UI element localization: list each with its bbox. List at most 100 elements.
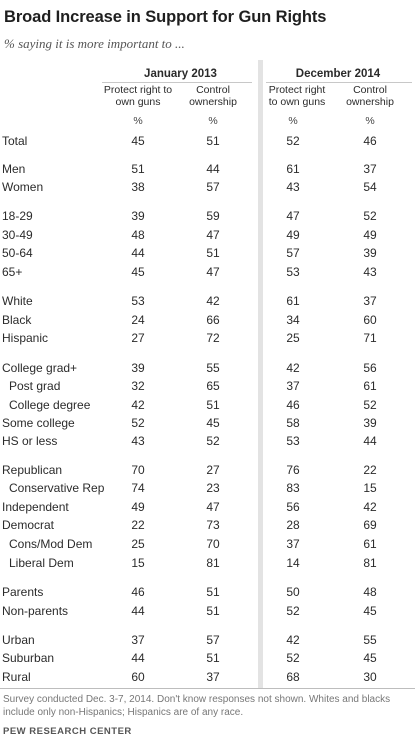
value-cell: 37 bbox=[286, 537, 300, 551]
value-cell: 57 bbox=[206, 180, 220, 194]
value-cell: 49 bbox=[363, 228, 377, 242]
value-cell: 52 bbox=[206, 434, 220, 448]
row-label: Rural bbox=[2, 670, 31, 684]
source-credit: PEW RESEARCH CENTER bbox=[3, 726, 132, 737]
value-cell: 52 bbox=[363, 209, 377, 223]
value-cell: 52 bbox=[286, 651, 300, 665]
value-cell: 54 bbox=[363, 180, 377, 194]
value-cell: 60 bbox=[131, 670, 145, 684]
row-label: Independent bbox=[2, 500, 69, 514]
value-cell: 22 bbox=[363, 463, 377, 477]
survey-note: Survey conducted Dec. 3-7, 2014. Don't k… bbox=[3, 694, 391, 718]
period-header-jan-2013: January 2013 bbox=[144, 68, 217, 80]
row-label: Non-parents bbox=[2, 604, 69, 618]
col-header-jan-control: Control ownership bbox=[178, 84, 248, 108]
row-label: 18-29 bbox=[2, 209, 33, 223]
table-row: Conservative Rep 74 23 83 15 bbox=[0, 481, 415, 499]
value-cell: 47 bbox=[206, 500, 220, 514]
value-cell: 24 bbox=[131, 313, 145, 327]
table-row: 50-64 44 51 57 39 bbox=[0, 246, 415, 264]
value-cell: 42 bbox=[206, 294, 220, 308]
value-cell: 42 bbox=[363, 500, 377, 514]
pct-marker: % bbox=[365, 115, 375, 127]
col-header-line: own guns bbox=[115, 96, 161, 108]
value-cell: 30 bbox=[363, 670, 377, 684]
value-cell: 66 bbox=[206, 313, 220, 327]
table-row: Republican 70 27 76 22 bbox=[0, 463, 415, 481]
value-cell: 25 bbox=[286, 331, 300, 345]
value-cell: 22 bbox=[131, 518, 145, 532]
value-cell: 61 bbox=[286, 162, 300, 176]
value-cell: 15 bbox=[131, 556, 145, 570]
table-row: 18-29 39 59 47 52 bbox=[0, 209, 415, 227]
value-cell: 46 bbox=[286, 398, 300, 412]
row-label: Urban bbox=[2, 633, 35, 647]
value-cell: 70 bbox=[206, 537, 220, 551]
row-label: 30-49 bbox=[2, 228, 33, 242]
row-label: White bbox=[2, 294, 33, 308]
table-row: Some college 52 45 58 39 bbox=[0, 416, 415, 434]
value-cell: 68 bbox=[286, 670, 300, 684]
value-cell: 72 bbox=[206, 331, 220, 345]
value-cell: 45 bbox=[131, 134, 145, 148]
value-cell: 47 bbox=[206, 265, 220, 279]
row-label: Men bbox=[2, 162, 26, 176]
value-cell: 47 bbox=[286, 209, 300, 223]
value-cell: 56 bbox=[286, 500, 300, 514]
value-cell: 43 bbox=[286, 180, 300, 194]
value-cell: 52 bbox=[286, 134, 300, 148]
row-label: Post grad bbox=[9, 379, 61, 393]
table-row: Black 24 66 34 60 bbox=[0, 313, 415, 331]
value-cell: 61 bbox=[363, 379, 377, 393]
value-cell: 15 bbox=[363, 481, 377, 495]
row-label: 50-64 bbox=[2, 246, 33, 260]
value-cell: 28 bbox=[286, 518, 300, 532]
table-row: Parents 46 51 50 48 bbox=[0, 585, 415, 603]
table-row: HS or less 43 52 53 44 bbox=[0, 434, 415, 452]
pct-marker: % bbox=[133, 115, 143, 127]
col-header-line: ownership bbox=[189, 96, 237, 108]
table-row: White 53 42 61 37 bbox=[0, 294, 415, 312]
table-row: 30-49 48 47 49 49 bbox=[0, 228, 415, 246]
value-cell: 44 bbox=[206, 162, 220, 176]
period-header-dec-2014: December 2014 bbox=[295, 68, 381, 80]
row-label: Conservative Rep bbox=[9, 481, 105, 495]
value-cell: 73 bbox=[206, 518, 220, 532]
value-cell: 60 bbox=[363, 313, 377, 327]
period-underline-1 bbox=[102, 82, 252, 83]
col-header-dec-protect: Protect right to own guns bbox=[262, 84, 332, 108]
value-cell: 51 bbox=[206, 651, 220, 665]
value-cell: 70 bbox=[131, 463, 145, 477]
table-row: Democrat 22 73 28 69 bbox=[0, 518, 415, 536]
col-header-line: Control bbox=[196, 84, 230, 96]
value-cell: 81 bbox=[206, 556, 220, 570]
value-cell: 44 bbox=[363, 434, 377, 448]
row-label: Parents bbox=[2, 585, 44, 599]
col-header-jan-protect: Protect right to own guns bbox=[98, 84, 178, 108]
value-cell: 51 bbox=[206, 604, 220, 618]
column-divider bbox=[258, 60, 263, 688]
table-row: Hispanic 27 72 25 71 bbox=[0, 331, 415, 349]
table-row: Rural 60 37 68 30 bbox=[0, 670, 415, 688]
value-cell: 53 bbox=[286, 265, 300, 279]
value-cell: 51 bbox=[206, 398, 220, 412]
value-cell: 45 bbox=[363, 651, 377, 665]
value-cell: 51 bbox=[206, 246, 220, 260]
value-cell: 37 bbox=[131, 633, 145, 647]
value-cell: 48 bbox=[131, 228, 145, 242]
value-cell: 44 bbox=[131, 651, 145, 665]
col-header-line: Protect right bbox=[268, 84, 326, 96]
value-cell: 48 bbox=[363, 585, 377, 599]
value-cell: 52 bbox=[363, 398, 377, 412]
table-row: Post grad 32 65 37 61 bbox=[0, 379, 415, 397]
value-cell: 39 bbox=[131, 361, 145, 375]
value-cell: 56 bbox=[363, 361, 377, 375]
table-row: Cons/Mod Dem 25 70 37 61 bbox=[0, 537, 415, 555]
table-row: College degree 42 51 46 52 bbox=[0, 398, 415, 416]
col-header-line: ownership bbox=[346, 96, 394, 108]
value-cell: 27 bbox=[131, 331, 145, 345]
value-cell: 55 bbox=[363, 633, 377, 647]
value-cell: 81 bbox=[363, 556, 377, 570]
value-cell: 45 bbox=[131, 265, 145, 279]
row-label: College grad+ bbox=[2, 361, 78, 375]
